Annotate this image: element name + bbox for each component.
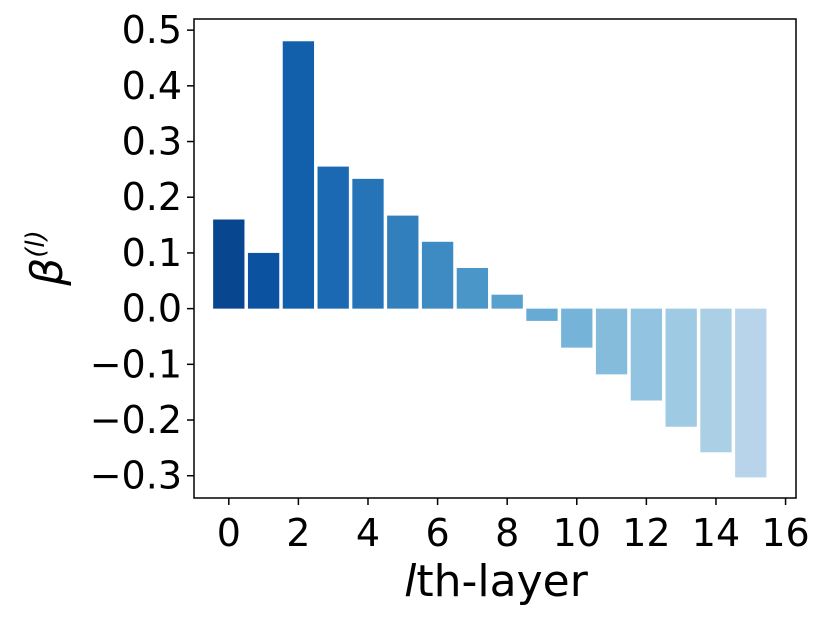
y-tick-label-0: −0.3 xyxy=(90,454,182,498)
x-axis-label-rest: th-layer xyxy=(416,556,588,607)
bar-layer-0 xyxy=(213,219,245,309)
y-tick-label-7: 0.4 xyxy=(122,64,182,108)
x-axis-label-italic: l xyxy=(404,556,417,607)
bar-layer-5 xyxy=(387,215,419,309)
bar-layer-9 xyxy=(526,308,558,321)
x-tick-label-16: 16 xyxy=(761,511,809,555)
bar-layer-11 xyxy=(595,308,628,375)
bar-layer-14 xyxy=(700,308,732,453)
y-tick-label-2: −0.1 xyxy=(90,342,182,386)
x-tick-label-6: 6 xyxy=(425,511,449,555)
y-tick-label-8: 0.5 xyxy=(122,8,182,52)
bar-layer-4 xyxy=(352,178,384,309)
bar-layer-6 xyxy=(421,241,454,309)
y-axis-label: β(l) xyxy=(21,230,73,287)
bar-layer-3 xyxy=(317,166,349,309)
y-axis-label-superscript: (l) xyxy=(21,230,51,258)
bar-layer-2 xyxy=(282,41,315,309)
y-tick-label-5: 0.2 xyxy=(122,175,182,219)
x-axis-label: lth-layer xyxy=(404,556,589,607)
bar-layer-7 xyxy=(456,267,489,309)
bar-layer-15 xyxy=(735,308,767,478)
x-tick-label-0: 0 xyxy=(217,511,241,555)
x-tick-label-4: 4 xyxy=(356,511,380,555)
bars-group xyxy=(213,41,767,478)
bar-layer-13 xyxy=(665,308,697,427)
bar-layer-8 xyxy=(491,294,523,309)
x-tick-label-12: 12 xyxy=(622,511,670,555)
bar-layer-1 xyxy=(247,252,280,309)
x-tick-label-10: 10 xyxy=(553,511,601,555)
y-tick-label-6: 0.3 xyxy=(122,120,182,164)
y-tick-label-4: 0.1 xyxy=(122,231,182,275)
y-tick-label-1: −0.2 xyxy=(90,398,182,442)
bar-layer-12 xyxy=(630,308,663,401)
plot-frame xyxy=(193,18,797,499)
y-axis-label-main: β xyxy=(22,258,73,287)
axes-group: 0 2 4 6 8 10 12 14 16 −0.3 −0.2 −0.1 0.0 0.1 0.2 0.3 0.4… xyxy=(90,8,810,555)
x-tick-label-8: 8 xyxy=(495,511,519,555)
x-tick-label-14: 14 xyxy=(692,511,740,555)
bar-layer-10 xyxy=(561,308,593,348)
y-tick-label-3: 0.0 xyxy=(122,287,182,331)
x-tick-label-2: 2 xyxy=(286,511,310,555)
